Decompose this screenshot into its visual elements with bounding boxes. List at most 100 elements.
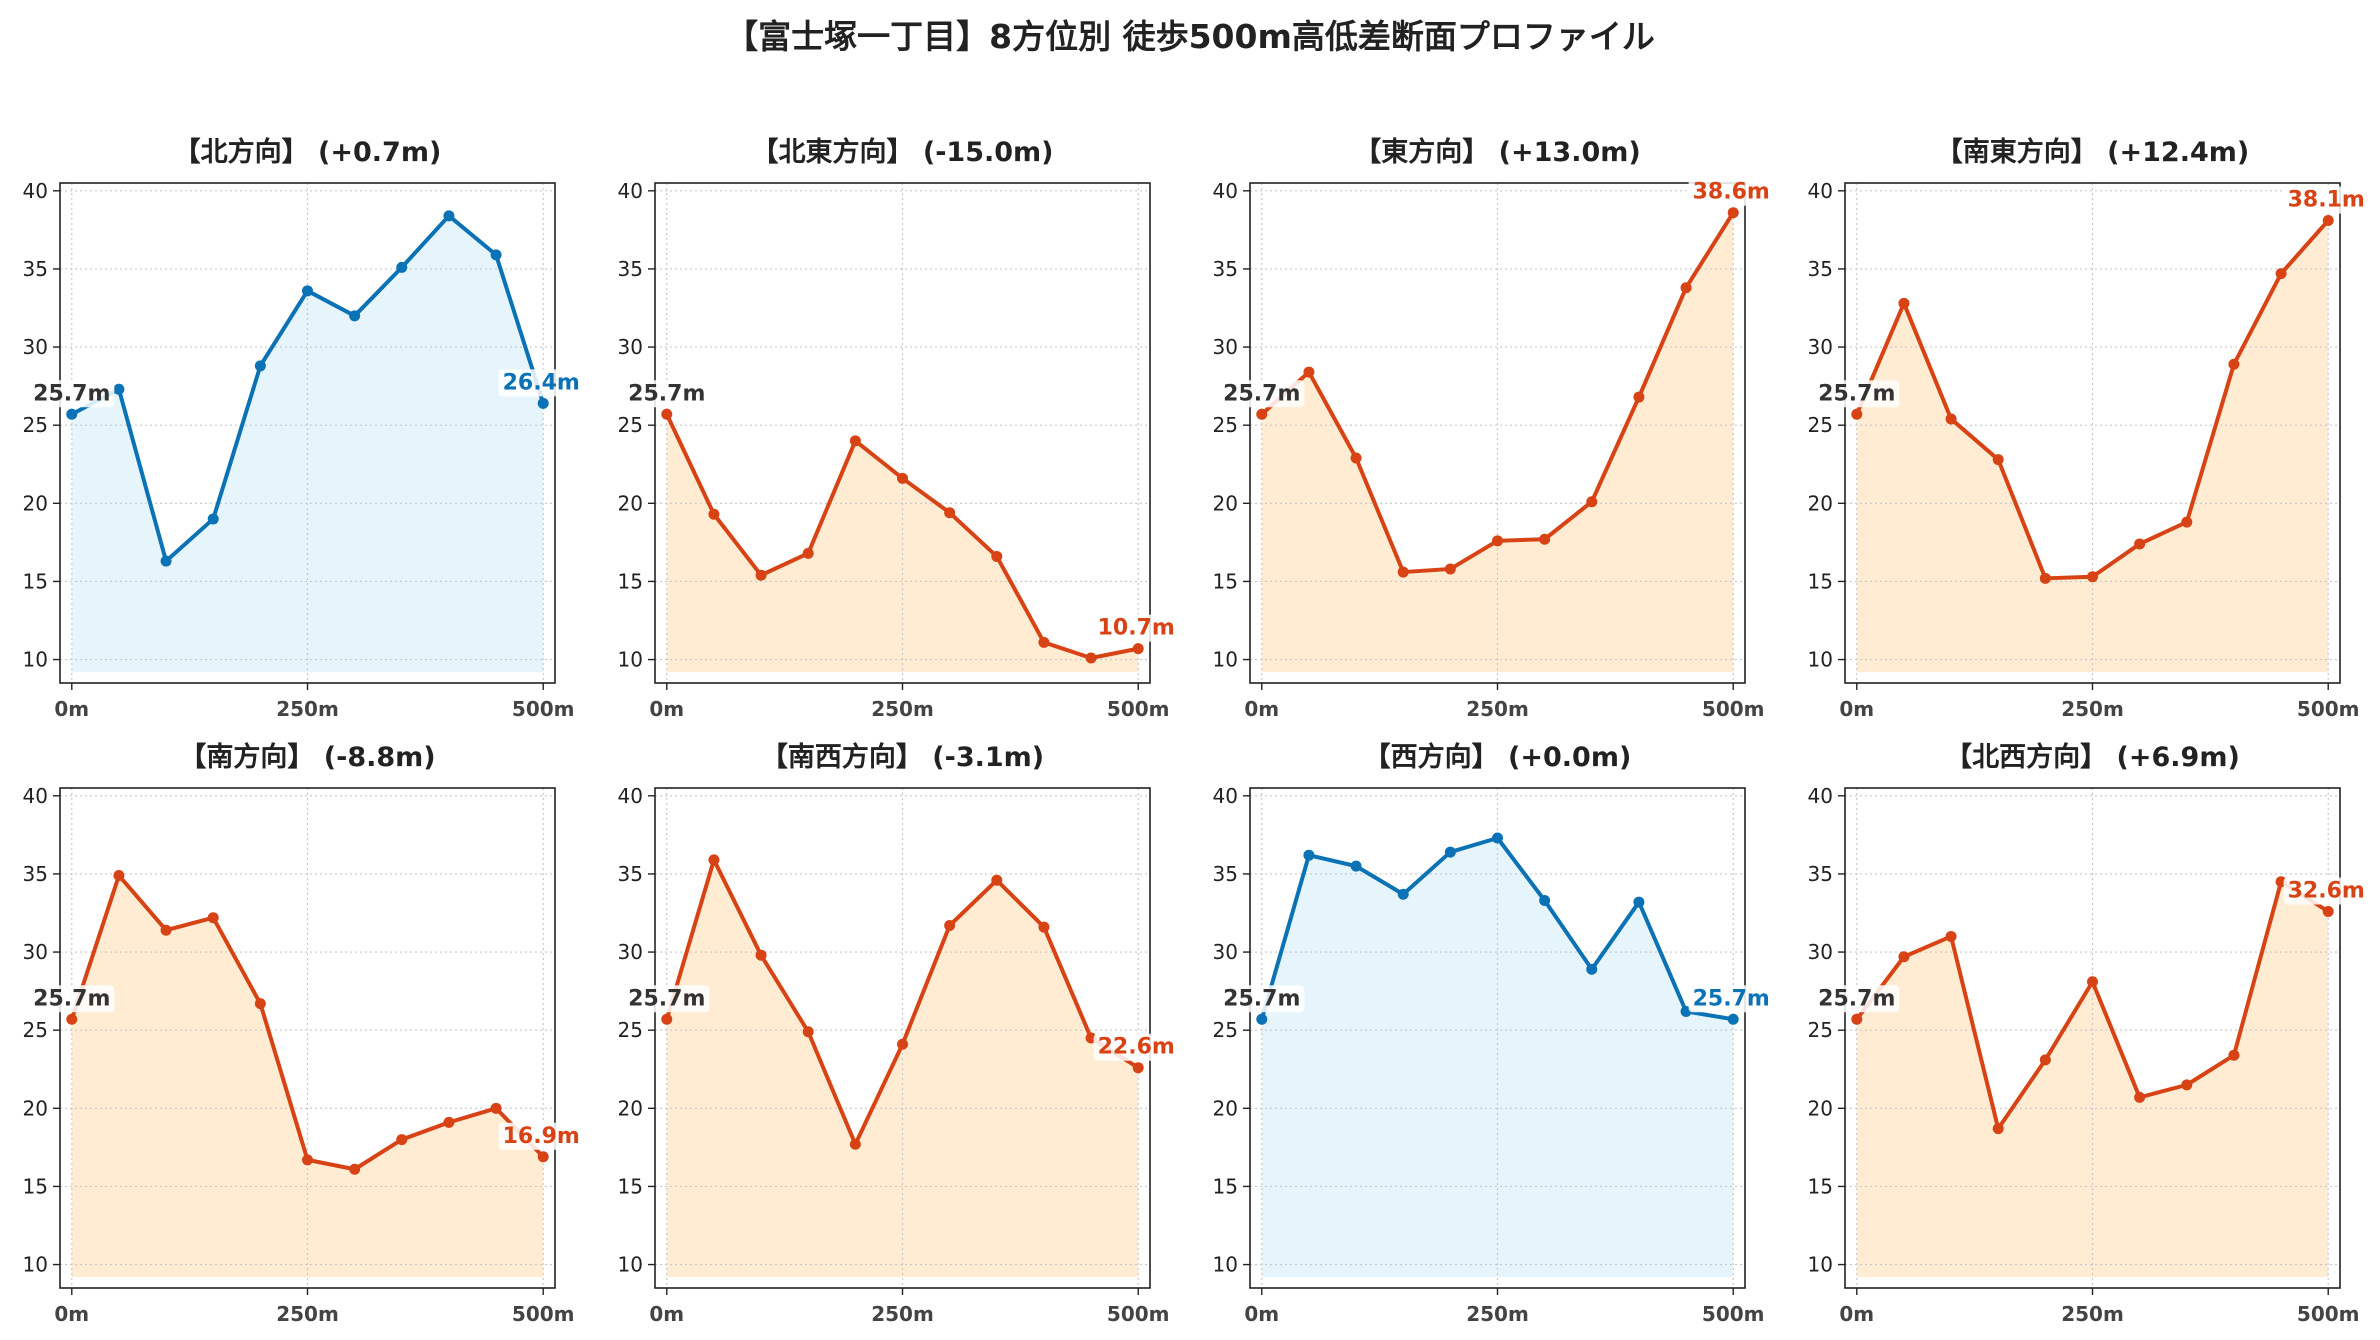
data-point xyxy=(443,1116,455,1128)
data-point xyxy=(944,507,956,519)
y-tick-label: 25 xyxy=(1808,413,1833,437)
data-point xyxy=(1256,408,1268,420)
y-tick-label: 10 xyxy=(1213,648,1238,672)
panel-title: 【東方向】 (+13.0m) xyxy=(1354,136,1640,168)
x-tick-label: 500m xyxy=(2297,697,2360,721)
data-point xyxy=(302,1154,313,1166)
end-label-bg xyxy=(498,1122,584,1150)
y-tick-label: 10 xyxy=(618,648,643,672)
x-tick-label: 250m xyxy=(2061,697,2124,721)
y-tick-label: 15 xyxy=(1213,569,1238,593)
data-point xyxy=(1038,921,1050,933)
start-label-bg xyxy=(624,985,710,1013)
y-tick-label: 40 xyxy=(1808,784,1833,808)
x-tick-label: 250m xyxy=(1466,1302,1529,1326)
x-tick-label: 0m xyxy=(54,697,89,721)
start-label-bg xyxy=(1219,380,1305,408)
end-label: 22.6m xyxy=(1098,1035,1175,1060)
y-tick-label: 20 xyxy=(1808,1096,1833,1120)
y-tick-label: 35 xyxy=(1213,257,1238,281)
end-label: 38.6m xyxy=(1693,180,1770,205)
data-point xyxy=(2039,572,2051,584)
y-tick-label: 40 xyxy=(1213,179,1238,203)
y-tick-label: 15 xyxy=(1808,569,1833,593)
panel-title: 【南方向】 (-8.8m) xyxy=(179,741,435,773)
area-fill xyxy=(1856,220,2329,673)
data-point xyxy=(1586,496,1598,508)
data-point xyxy=(849,1138,861,1150)
y-tick-label: 20 xyxy=(618,491,643,515)
x-tick-label: 0m xyxy=(1839,1302,1874,1326)
x-tick-label: 250m xyxy=(276,697,339,721)
x-tick-label: 250m xyxy=(871,697,934,721)
data-point xyxy=(1038,636,1050,648)
data-point xyxy=(1727,207,1739,219)
data-point xyxy=(490,1102,502,1114)
y-tick-label: 20 xyxy=(23,491,48,515)
data-point xyxy=(1851,408,1863,420)
x-tick-label: 250m xyxy=(871,1302,934,1326)
y-tick-label: 10 xyxy=(1213,1253,1238,1277)
panel-title: 【南東方向】 (+12.4m) xyxy=(1936,136,2249,168)
panel-title: 【北東方向】 (-15.0m) xyxy=(751,136,1053,168)
y-tick-label: 30 xyxy=(23,940,48,964)
data-point xyxy=(113,870,125,881)
data-point xyxy=(708,854,720,866)
data-point xyxy=(2134,538,2146,550)
x-tick-label: 500m xyxy=(512,1302,575,1326)
y-tick-label: 30 xyxy=(1808,335,1833,359)
data-point xyxy=(1492,535,1503,547)
data-point xyxy=(1945,930,1957,942)
y-tick-label: 30 xyxy=(1213,940,1238,964)
data-point xyxy=(1633,391,1645,403)
data-point xyxy=(160,555,172,567)
start-label: 25.7m xyxy=(1223,381,1300,406)
panel-title: 【北西方向】 (+6.9m) xyxy=(1945,741,2240,773)
data-point xyxy=(1586,963,1598,975)
panel-title: 【南西方向】 (-3.1m) xyxy=(761,741,1044,773)
y-tick-label: 30 xyxy=(618,940,643,964)
start-label: 25.7m xyxy=(628,986,705,1011)
data-point xyxy=(897,472,908,484)
x-tick-label: 0m xyxy=(1839,697,1874,721)
y-tick-label: 35 xyxy=(23,257,48,281)
y-tick-label: 35 xyxy=(618,862,643,886)
x-tick-label: 500m xyxy=(2297,1302,2360,1326)
end-label: 25.7m xyxy=(1693,986,1770,1011)
data-point xyxy=(2181,1079,2193,1091)
x-tick-label: 500m xyxy=(1702,1302,1765,1326)
data-point xyxy=(66,408,78,420)
data-point xyxy=(1444,846,1456,858)
data-point xyxy=(207,912,219,924)
data-point xyxy=(944,920,956,931)
data-point xyxy=(1444,563,1456,575)
data-point xyxy=(490,249,502,261)
start-label: 25.7m xyxy=(33,381,110,406)
y-tick-label: 25 xyxy=(1213,1018,1238,1042)
data-point xyxy=(1851,1013,1863,1025)
figure-title: 【富士塚一丁目】8方位別 徒歩500m高低差断面プロファイル xyxy=(725,17,1655,56)
y-tick-label: 20 xyxy=(1213,1096,1238,1120)
x-tick-label: 0m xyxy=(1244,697,1279,721)
y-tick-label: 15 xyxy=(618,569,643,593)
y-tick-label: 35 xyxy=(23,862,48,886)
data-point xyxy=(537,397,549,409)
end-label: 38.1m xyxy=(2288,188,2365,213)
data-point xyxy=(1539,895,1551,906)
end-label-bg xyxy=(1093,1033,1179,1061)
panel-title: 【北方向】 (+0.7m) xyxy=(174,136,442,168)
end-label: 26.4m xyxy=(503,370,580,395)
data-point xyxy=(2228,358,2240,370)
y-tick-label: 25 xyxy=(618,413,643,437)
data-point xyxy=(1992,454,2004,466)
end-label-bg xyxy=(498,369,584,397)
start-label-bg xyxy=(624,380,710,408)
data-point xyxy=(1492,832,1503,844)
data-point xyxy=(661,1013,673,1025)
y-tick-label: 35 xyxy=(618,257,643,281)
x-tick-label: 0m xyxy=(1244,1302,1279,1326)
start-label-bg xyxy=(1814,985,1900,1013)
data-point xyxy=(2228,1049,2240,1061)
y-tick-label: 15 xyxy=(1213,1174,1238,1198)
